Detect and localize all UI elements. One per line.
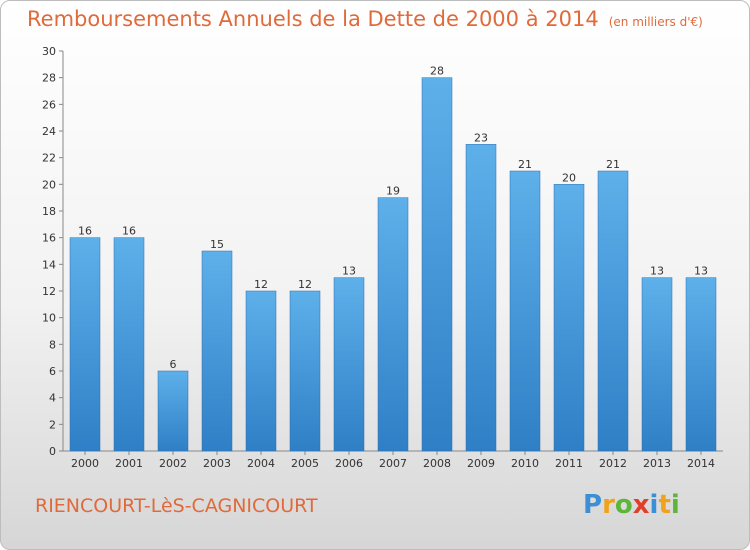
y-tick-label: 20 xyxy=(42,178,56,191)
bar xyxy=(509,170,541,452)
x-tick-label: 2004 xyxy=(247,457,275,470)
y-tick-label: 28 xyxy=(42,72,56,85)
city-name: RIENCOURT-LèS-CAGNICOURT xyxy=(35,495,318,517)
y-tick-label: 6 xyxy=(49,365,56,378)
x-tick-label: 2012 xyxy=(599,457,627,470)
chart-title-text: Remboursements Annuels de la Dette de 20… xyxy=(27,7,599,31)
data-label: 23 xyxy=(474,131,488,144)
bar xyxy=(201,250,233,452)
x-tick-label: 2000 xyxy=(71,457,99,470)
y-tick-label: 2 xyxy=(49,418,56,431)
chart-unit: (en milliers d'€) xyxy=(608,15,703,29)
bar xyxy=(245,290,277,452)
data-label: 20 xyxy=(562,171,576,184)
y-tick-label: 26 xyxy=(42,98,56,111)
bar xyxy=(465,144,497,452)
y-tick-label: 10 xyxy=(42,312,56,325)
data-label: 16 xyxy=(122,225,136,238)
chart-title: Remboursements Annuels de la Dette de 20… xyxy=(27,7,703,31)
x-tick-label: 2009 xyxy=(467,457,495,470)
x-tick-label: 2011 xyxy=(555,457,583,470)
data-label: 16 xyxy=(78,225,92,238)
x-tick-label: 2003 xyxy=(203,457,231,470)
x-tick-label: 2002 xyxy=(159,457,187,470)
x-tick-label: 2007 xyxy=(379,457,407,470)
y-tick-label: 14 xyxy=(42,258,56,271)
x-tick-label: 2013 xyxy=(643,457,671,470)
data-label: 21 xyxy=(518,158,532,171)
y-tick-label: 12 xyxy=(42,285,56,298)
data-label: 21 xyxy=(606,158,620,171)
y-tick-label: 0 xyxy=(49,445,56,458)
bar xyxy=(377,197,409,452)
y-tick-label: 24 xyxy=(42,125,56,138)
data-label: 13 xyxy=(342,265,356,278)
data-label: 13 xyxy=(694,265,708,278)
y-tick-label: 16 xyxy=(42,232,56,245)
bar xyxy=(421,77,453,452)
bar xyxy=(553,184,585,452)
data-label: 12 xyxy=(254,278,268,291)
x-tick-label: 2014 xyxy=(687,457,715,470)
data-label: 12 xyxy=(298,278,312,291)
data-label: 13 xyxy=(650,265,664,278)
data-label: 28 xyxy=(430,65,444,78)
y-tick-label: 18 xyxy=(42,205,56,218)
y-tick-label: 4 xyxy=(49,392,56,405)
x-tick-label: 2006 xyxy=(335,457,363,470)
proxiti-logo[interactable]: Proxiti xyxy=(583,490,680,520)
data-label: 19 xyxy=(386,185,400,198)
x-tick-label: 2010 xyxy=(511,457,539,470)
data-label: 15 xyxy=(210,238,224,251)
y-tick-label: 30 xyxy=(42,45,56,58)
x-tick-label: 2001 xyxy=(115,457,143,470)
bars: 16 16 6 15 12 12 13 19 28 23 21 20 21 13 13 xyxy=(69,65,717,452)
bar xyxy=(641,277,673,452)
bar xyxy=(685,277,717,452)
y-tick-label: 22 xyxy=(42,152,56,165)
x-tick-label: 2005 xyxy=(291,457,319,470)
y-tick-label: 8 xyxy=(49,338,56,351)
bar xyxy=(333,277,365,452)
bar xyxy=(69,237,101,452)
bar xyxy=(157,370,189,452)
bar xyxy=(113,237,145,452)
bar xyxy=(597,170,629,452)
x-tick-label: 2008 xyxy=(423,457,451,470)
bar xyxy=(289,290,321,452)
data-label: 6 xyxy=(170,358,177,371)
